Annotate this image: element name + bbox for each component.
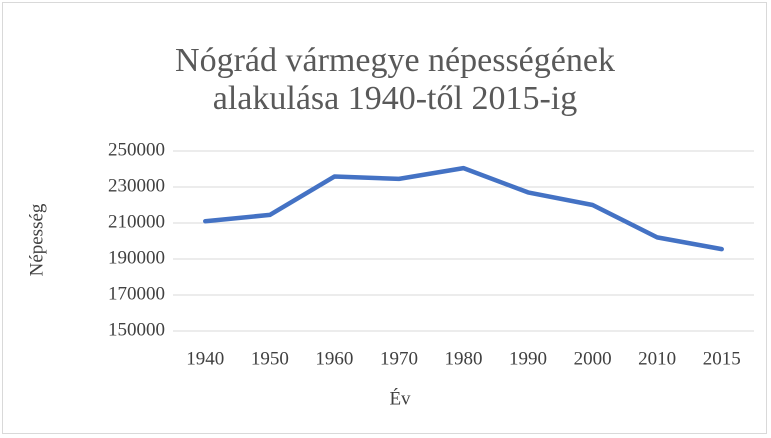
x-axis-label: Év (389, 387, 411, 409)
x-tick-label: 1980 (445, 348, 483, 369)
x-tick-label: 1990 (509, 348, 547, 369)
x-tick-label: 2000 (574, 348, 612, 369)
x-tick-label: 1940 (186, 348, 224, 369)
y-tick-label: 230000 (108, 175, 165, 196)
y-tick-label: 190000 (108, 247, 165, 268)
y-tick-label: 170000 (108, 283, 165, 304)
x-tick-label: 2010 (638, 348, 676, 369)
data-line (203, 165, 724, 252)
y-tick-label: 250000 (108, 139, 165, 160)
x-tick-label: 2015 (703, 348, 741, 369)
y-tick-label: 150000 (108, 319, 165, 340)
x-tick-label: 1950 (251, 348, 289, 369)
x-tick-label: 1970 (380, 348, 418, 369)
y-axis-label: Népesség (26, 203, 47, 276)
x-tick-label: 1960 (315, 348, 353, 369)
chart-border (2, 2, 767, 434)
y-tick-label: 210000 (108, 211, 165, 232)
chart-title: Nógrád vármegye népességének alakulása 1… (175, 42, 615, 117)
